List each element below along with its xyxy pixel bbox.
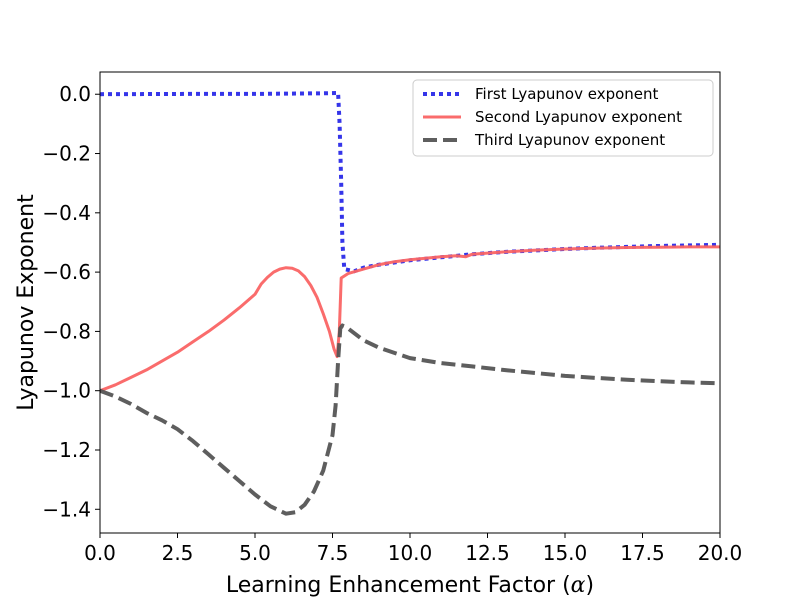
legend-box	[412, 79, 714, 157]
y-axis-title: Lyapunov Exponent	[14, 194, 39, 411]
y-tick-label: −0.4	[42, 201, 91, 225]
x-tick-label: 5.0	[239, 541, 271, 565]
y-tick-label: −0.2	[42, 142, 91, 166]
series-layer	[100, 91, 720, 516]
x-tick-label: 7.5	[317, 541, 349, 565]
x-tick-label: 15.0	[543, 541, 588, 565]
legend-label-2: Second Lyapunov exponent	[475, 108, 682, 126]
y-tick-label: −1.2	[42, 438, 91, 462]
y-tick-label: −1.4	[42, 497, 91, 521]
x-axis-title-text: Learning Enhancement Factor (	[226, 573, 571, 598]
x-axis-title-symbol: α	[571, 573, 586, 598]
x-axis-title: Learning Enhancement Factor (α)	[226, 573, 594, 598]
legend-label-1: First Lyapunov exponent	[475, 85, 659, 103]
x-tick-label: 17.5	[620, 541, 665, 565]
series-line-3	[100, 323, 720, 516]
y-tick-label: −0.6	[42, 260, 91, 284]
legend-items: First Lyapunov exponent Second Lyapunov e…	[423, 85, 682, 149]
legend-label-3: Third Lyapunov exponent	[474, 131, 665, 149]
legend: First Lyapunov exponent Second Lyapunov e…	[412, 79, 714, 157]
y-axis-ticks: 0.0 −0.2 −0.4 −0.6 −0.8 −1.0 −1.2 −1.4	[42, 82, 100, 521]
x-tick-label: 20.0	[698, 541, 743, 565]
y-tick-label: 0.0	[59, 82, 91, 106]
x-axis-title-suffix: )	[586, 573, 595, 598]
y-tick-label: −0.8	[42, 319, 91, 343]
x-tick-label: 12.5	[465, 541, 510, 565]
x-tick-label: 0.0	[84, 541, 116, 565]
x-tick-label: 10.0	[388, 541, 433, 565]
series-line-2	[100, 245, 720, 393]
y-tick-label: −1.0	[42, 379, 91, 403]
x-axis-ticks: 0.0 2.5 5.0 7.5 10.0 12.5 15.0 17.5 20.0	[84, 533, 742, 565]
x-tick-label: 2.5	[162, 541, 194, 565]
